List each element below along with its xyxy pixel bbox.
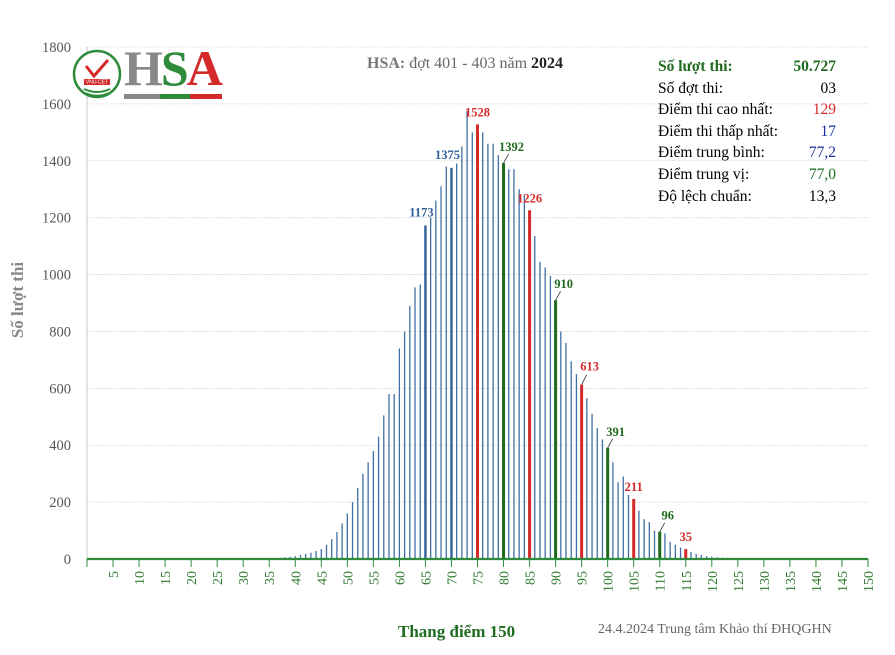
data-label: 1226 (517, 191, 542, 205)
y-tick-label: 1600 (42, 97, 71, 113)
y-tick-label: 800 (49, 324, 71, 340)
x-tick-label: 125 (732, 571, 747, 592)
x-tick-label: 110 (654, 571, 669, 591)
logo-wordmark: HSA (124, 40, 223, 96)
data-label: 613 (580, 360, 599, 374)
x-tick-label: 95 (576, 571, 591, 585)
x-tick-label: 135 (784, 571, 799, 592)
stat-max: Điểm thi cao nhất: 129 (658, 101, 836, 119)
label-leader (607, 438, 614, 448)
x-tick-label: 80 (498, 571, 513, 585)
y-tick-label: 600 (49, 381, 71, 397)
data-label: 35 (680, 530, 693, 544)
x-tick-label: 130 (758, 571, 773, 592)
x-tick-label: 145 (836, 571, 851, 592)
data-label: 211 (625, 480, 643, 494)
stat-min: Điểm thi thấp nhất: 17 (658, 122, 836, 140)
x-tick-label: 30 (237, 571, 252, 585)
data-label: 391 (606, 425, 625, 439)
x-tick-label: 50 (341, 571, 356, 585)
x-axis-title: Thang điểm 150 (398, 622, 516, 641)
x-tick-label: 15 (159, 571, 174, 585)
x-tick-label: 115 (680, 571, 695, 591)
y-tick-label: 1400 (42, 154, 71, 170)
x-tick-label: 60 (393, 571, 408, 585)
label-leader (659, 522, 666, 532)
y-tick-label: 1200 (42, 211, 71, 227)
x-tick-label: 25 (211, 571, 226, 585)
data-labels: 1173 1375 1528 1392 1226 910 613 391 211 96 35 (409, 105, 692, 544)
y-tick-label: 1000 (42, 268, 71, 284)
y-tick-label: 1800 (42, 40, 71, 56)
data-label: 1173 (409, 205, 433, 219)
stat-median: Điểm trung vị: 77,0 (658, 165, 836, 183)
x-tick-label: 10 (133, 571, 148, 585)
x-tick-label: 45 (315, 571, 330, 585)
y-axis-ticks: 0 200 400 600 800 1000 1200 1400 1600 1800 (42, 40, 88, 568)
stat-rounds: Số đợt thi: 03 (658, 79, 836, 97)
x-axis: 5 10 15 20 25 30 35 40 45 50 55 60 65 70 75 80 85 90 95 100… (86, 557, 877, 592)
logo-bar-green (160, 94, 190, 99)
logo-bar-red (190, 94, 222, 99)
y-tick-label: 400 (49, 438, 71, 454)
data-label: 96 (661, 509, 674, 523)
label-leader (503, 153, 509, 164)
x-tick-label: 20 (185, 571, 200, 585)
x-tick-label: 75 (472, 571, 487, 585)
x-tick-label: 55 (367, 571, 382, 585)
label-leader (555, 290, 561, 301)
logo-bar-grey (124, 94, 160, 99)
x-tick-label: 105 (628, 571, 643, 592)
data-label: 1528 (465, 105, 490, 119)
data-label: 1392 (499, 140, 524, 154)
x-tick-label: 140 (810, 571, 825, 592)
stat-mean: Điểm trung bình: 77,2 (658, 144, 836, 162)
bars (268, 111, 760, 559)
stats-panel: Số lượt thi: 50.727 Số đợt thi: 03 Điểm th… (658, 56, 836, 207)
x-tick-label: 85 (524, 571, 539, 585)
x-tick-label: 120 (706, 571, 721, 592)
x-tick-label: 65 (419, 571, 434, 585)
y-axis-title: Số lượt thi (8, 261, 27, 339)
y-tick-label: 0 (64, 552, 71, 568)
data-label: 910 (554, 277, 573, 291)
x-tick-label: 90 (550, 571, 565, 585)
label-leader (581, 374, 587, 385)
x-tick-label: 100 (602, 571, 617, 592)
svg-text:VNU-CET: VNU-CET (86, 80, 108, 86)
vnu-cet-badge-icon: VNU-CET (72, 49, 122, 99)
x-tick-label: 70 (445, 571, 460, 585)
hsa-logo: VNU-CET HSA (72, 42, 232, 106)
x-tick-label: 40 (289, 571, 304, 585)
stat-std: Độ lệch chuẩn: 13,3 (658, 187, 836, 205)
chart-subtitle: HSA: đợt 401 - 403 năm 2024 (367, 55, 564, 72)
stat-attempts: Số lượt thi: 50.727 (658, 58, 836, 75)
data-label: 1375 (435, 148, 460, 162)
footer-credit: 24.4.2024 Trung tâm Khảo thí ĐHQGHN (598, 622, 832, 637)
x-tick-label: 5 (107, 571, 122, 578)
x-tick-label: 150 (862, 571, 877, 592)
y-tick-label: 200 (49, 495, 71, 511)
x-tick-label: 35 (263, 571, 278, 585)
